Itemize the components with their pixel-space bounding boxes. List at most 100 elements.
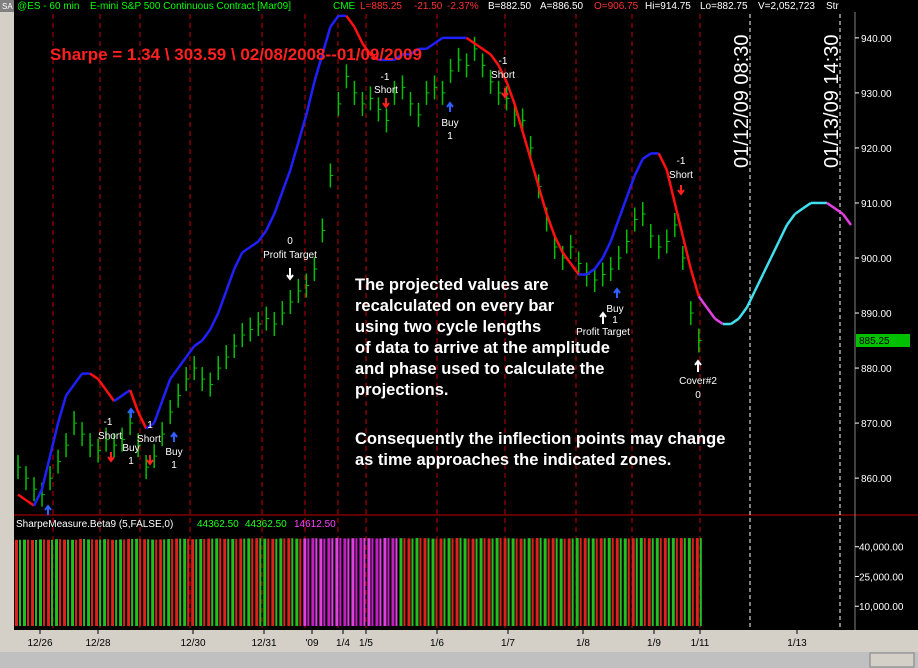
indicator-bar — [651, 538, 654, 627]
indicator-bar — [559, 538, 563, 627]
annotation: 1 — [447, 131, 453, 142]
indicator-bar — [59, 539, 62, 627]
cycle-segment — [152, 400, 164, 424]
cycle-segment — [289, 142, 300, 171]
cycle-segment — [465, 36, 476, 45]
note-line: and phase used to calculate the — [355, 360, 604, 378]
cycle-segment — [313, 54, 324, 83]
indicator-bar — [31, 539, 35, 627]
indicator-bar — [159, 539, 163, 627]
cycle-segment — [305, 81, 316, 116]
cycle-segment — [585, 267, 596, 276]
indicator-bar — [23, 539, 27, 627]
indicator-bar — [63, 539, 67, 627]
indicator-bar — [643, 538, 646, 627]
date-label: 12/30 — [180, 638, 205, 649]
y-tick-label: 930.00 — [861, 89, 892, 100]
indicator-bar — [235, 539, 238, 627]
cycle-segment — [481, 47, 492, 56]
indicator-bar — [183, 538, 187, 627]
indicator-bar — [107, 539, 110, 627]
indicator-bar — [287, 538, 291, 627]
note-line: of data to arrive at the amplitude — [355, 339, 610, 357]
indicator-bar — [283, 538, 286, 627]
zone-label: 01/13/09 14:30 — [821, 35, 843, 168]
cycle-segment — [257, 229, 268, 243]
y-tick-label: 940.00 — [861, 34, 892, 45]
indicator-bar — [267, 538, 270, 627]
indicator-bar — [199, 539, 203, 627]
indicator-bar — [667, 538, 670, 627]
indicator-bar — [259, 538, 262, 627]
target-arrow — [286, 268, 294, 281]
indicator-bar — [431, 538, 435, 627]
y-tick-label: 10,000.00 — [859, 602, 904, 613]
tab-label[interactable]: SA — [2, 2, 13, 11]
indicator-bar — [79, 539, 83, 627]
indicator-bar — [515, 538, 518, 627]
indicator-bar — [547, 538, 550, 627]
indicator-bar — [467, 538, 470, 627]
cycle-segment — [737, 306, 748, 320]
cycle-segment — [241, 245, 251, 254]
cycle-segment — [25, 499, 35, 507]
indicator-bar — [683, 538, 686, 627]
header-bar — [0, 0, 918, 12]
indicator-bar — [367, 538, 371, 627]
annotation: 0 — [695, 390, 701, 401]
indicator-bar — [207, 538, 211, 627]
indicator-bar — [663, 538, 667, 627]
indicator-bar — [135, 538, 139, 627]
annotation: 1 — [171, 460, 177, 471]
cycle-segment — [17, 493, 27, 502]
indicator-bar — [43, 539, 46, 627]
indicator-bar — [331, 538, 334, 627]
cycle-segment — [633, 158, 644, 176]
indicator-bar — [695, 538, 699, 627]
indicator-bar — [407, 538, 411, 627]
indicator-bar — [671, 538, 675, 627]
cycle-segment — [128, 389, 140, 413]
indicator-bar — [323, 538, 326, 627]
cycle-segment — [730, 317, 740, 326]
cycle-segment — [249, 240, 259, 249]
cycle-segment — [40, 455, 52, 490]
indicator-bar — [307, 538, 310, 627]
indicator-bar — [499, 538, 502, 627]
cycle-segment — [497, 64, 508, 83]
sharpe-text: Sharpe = 1.34 \ 303.59 \ 02/08/2008--01/… — [50, 45, 422, 64]
indicator-bar — [675, 538, 678, 627]
date-label: 1/11 — [691, 638, 710, 649]
buy-arrow — [44, 504, 52, 515]
indicator-bar — [203, 539, 206, 627]
indicator-title: SharpeMeasure.Beta9 (5,FALSE,0) — [16, 519, 173, 530]
indicator-bar — [167, 539, 171, 627]
indicator-bar — [479, 538, 483, 627]
indicator-bar — [503, 538, 507, 627]
indicator-bar — [91, 539, 94, 627]
indicator-bar — [211, 538, 214, 627]
y-tick-label: 25,000.00 — [859, 572, 904, 583]
annotation: Buy — [606, 304, 623, 315]
indicator-bar — [451, 538, 454, 627]
cycle-segment — [201, 328, 212, 342]
last-price-box — [856, 334, 910, 347]
indicator-bar — [599, 538, 603, 627]
symbol: @ES - 60 min — [17, 1, 79, 12]
scrollbar[interactable] — [0, 652, 918, 668]
date-label: 1/6 — [430, 638, 444, 649]
indicator-bar — [603, 538, 606, 627]
cycle-segment — [705, 306, 716, 320]
indicator-bar — [327, 538, 331, 627]
indicator-bar — [243, 538, 246, 627]
cycle-segment — [233, 251, 244, 270]
indicator-bar — [247, 538, 251, 627]
indicator-bar — [363, 538, 366, 627]
cycle-segment — [161, 378, 172, 402]
scroll-thumb[interactable] — [869, 652, 915, 668]
indicator-bar — [647, 538, 651, 627]
date-label: 1/9 — [647, 638, 661, 649]
indicator-bar — [575, 538, 579, 627]
indicator-bar — [255, 538, 259, 627]
